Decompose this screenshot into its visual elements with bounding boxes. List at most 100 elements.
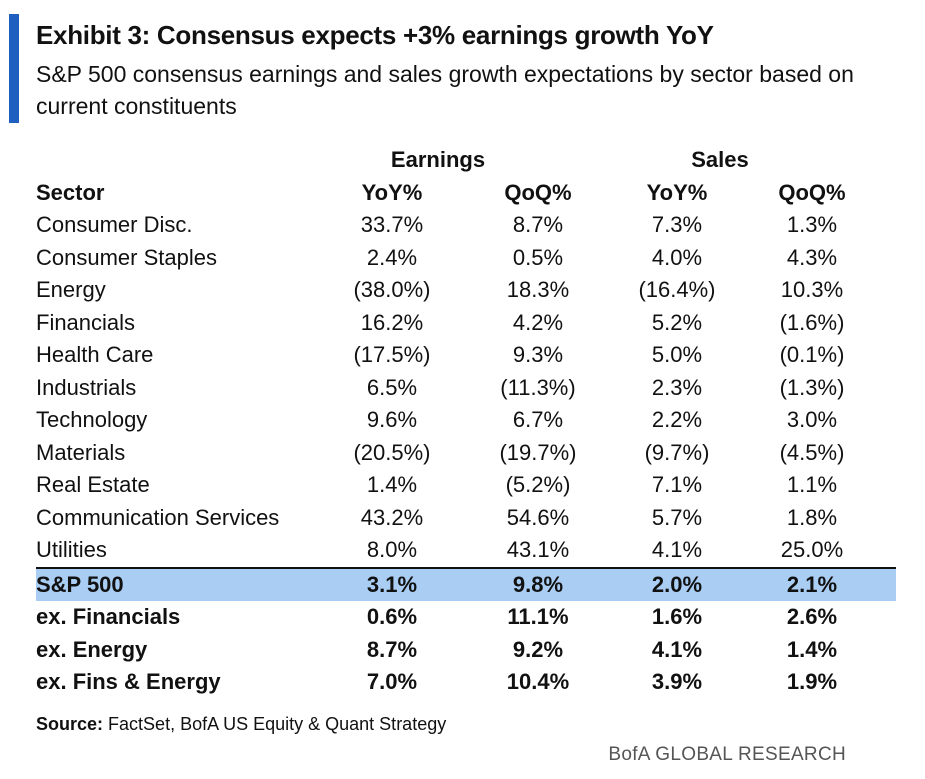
cell-sales-qoq: 4.3% (786, 244, 838, 270)
cell-sales-yoy: 7.3% (651, 212, 703, 238)
cell-earnings-qoq: 0.5% (512, 244, 564, 270)
table-row: Industrials 6.5% (11.3%) 2.3% (1.3%) (36, 372, 896, 405)
cell-sales-yoy: 4.1% (651, 537, 703, 563)
cell-sector: Industrials (36, 374, 137, 400)
cell-sales-yoy: 2.3% (651, 374, 703, 400)
column-header-sales-qoq: QoQ% (778, 180, 846, 205)
cell-earnings-yoy: 0.6% (366, 604, 418, 630)
cell-sector: Consumer Staples (36, 244, 217, 270)
cell-earnings-yoy: 7.0% (366, 669, 418, 695)
cell-earnings-yoy: (20.5%) (353, 439, 431, 465)
cell-sales-qoq: 3.0% (786, 407, 838, 433)
cell-earnings-qoq: 10.4% (506, 669, 570, 695)
cell-sales-yoy: 5.7% (651, 504, 703, 530)
cell-earnings-qoq: 43.1% (506, 537, 570, 563)
cell-earnings-qoq: 11.1% (507, 604, 569, 630)
cell-sales-yoy: 2.2% (651, 407, 703, 433)
cell-sales-yoy: 5.2% (651, 309, 703, 335)
cell-earnings-qoq: 54.6% (506, 504, 570, 530)
cell-sales-qoq: 25.0% (780, 537, 844, 563)
cell-sector: Communication Services (36, 504, 280, 530)
cell-sales-qoq: 1.8% (786, 504, 838, 530)
table-row: Financials 16.2% 4.2% 5.2% (1.6%) (36, 307, 896, 340)
cell-sales-qoq: 2.6% (786, 604, 838, 630)
column-header-earnings-qoq: QoQ% (504, 180, 572, 205)
cell-sector: Materials (36, 439, 126, 465)
cell-sales-qoq: (1.6%) (779, 309, 845, 335)
cell-earnings-yoy: 2.4% (366, 244, 418, 270)
cell-sales-qoq: 1.3% (786, 212, 838, 238)
cell-sales-yoy: 2.0% (626, 566, 728, 601)
column-header-earnings-yoy: YoY% (361, 180, 423, 205)
cell-earnings-qoq: 4.2% (512, 309, 564, 335)
cell-sector: Technology (36, 407, 148, 433)
cell-sales-yoy: (16.4%) (638, 277, 716, 303)
source-label: Source: (36, 714, 104, 734)
cell-earnings-yoy: 3.1% (334, 566, 450, 601)
cell-earnings-qoq: 9.2% (512, 636, 564, 662)
sales-group-header: Sales (691, 147, 749, 172)
cell-sales-qoq: 10.3% (780, 277, 844, 303)
cell-sales-qoq: 2.1% (728, 566, 896, 601)
cell-sector: Real Estate (36, 472, 150, 498)
cell-sector: ex. Fins & Energy (36, 669, 221, 695)
table-row: Health Care (17.5%) 9.3% 5.0% (0.1%) (36, 339, 896, 372)
accent-bar (9, 14, 19, 123)
cell-earnings-yoy: 8.7% (366, 636, 418, 662)
summary-row: ex. Energy 8.7% 9.2% 4.1% 1.4% (36, 634, 896, 667)
cell-sales-yoy: 3.9% (651, 669, 703, 695)
table-row: Energy (38.0%) 18.3% (16.4%) 10.3% (36, 274, 896, 307)
cell-earnings-yoy: 43.2% (360, 504, 424, 530)
source-note: Source: FactSet, BofA US Equity & Quant … (36, 714, 446, 735)
summary-row: S&P 500 3.1% 9.8% 2.0% 2.1% (36, 566, 896, 601)
cell-earnings-qoq: 9.8% (450, 566, 626, 601)
cell-sales-qoq: (0.1%) (779, 342, 845, 368)
cell-earnings-qoq: 18.3% (506, 277, 570, 303)
cell-earnings-qoq: (19.7%) (499, 439, 577, 465)
table-row: Technology 9.6% 6.7% 2.2% 3.0% (36, 404, 896, 437)
cell-sales-yoy: 1.6% (651, 604, 703, 630)
cell-earnings-yoy: 9.6% (366, 407, 418, 433)
brand-footer: BofA GLOBAL RESEARCH (608, 744, 846, 765)
cell-sector: Health Care (36, 342, 154, 368)
cell-earnings-qoq: 8.7% (512, 212, 564, 238)
table-row: Materials (20.5%) (19.7%) (9.7%) (4.5%) (36, 437, 896, 470)
cell-earnings-yoy: 1.4% (366, 472, 418, 498)
table-row: Communication Services 43.2% 54.6% 5.7% 1.8% (36, 502, 896, 535)
cell-earnings-yoy: (38.0%) (353, 277, 431, 303)
cell-sector: ex. Energy (36, 636, 148, 662)
table-row: Real Estate 1.4% (5.2%) 7.1% 1.1% (36, 469, 896, 502)
cell-sales-qoq: 1.9% (786, 669, 838, 695)
summary-row: ex. Financials 0.6% 11.1% 1.6% 2.6% (36, 601, 896, 634)
cell-earnings-qoq: 6.7% (512, 407, 564, 433)
cell-sector: S&P 500 (36, 566, 334, 601)
cell-earnings-yoy: (17.5%) (353, 342, 431, 368)
cell-sales-qoq: (1.3%) (779, 374, 845, 400)
cell-earnings-yoy: 8.0% (366, 537, 418, 563)
cell-earnings-yoy: 6.5% (366, 374, 418, 400)
table-row: Utilities 8.0% 43.1% 4.1% 25.0% (36, 534, 896, 568)
table-body: Consumer Disc. 33.7% 8.7% 7.3% 1.3% Consumer … (36, 209, 896, 699)
cell-sales-yoy: 4.0% (651, 244, 703, 270)
cell-earnings-qoq: (11.3%) (500, 374, 576, 400)
cell-sector: Energy (36, 277, 106, 303)
cell-sector: Consumer Disc. (36, 212, 193, 238)
cell-sales-yoy: 4.1% (651, 636, 703, 662)
table-row: Consumer Disc. 33.7% 8.7% 7.3% 1.3% (36, 209, 896, 242)
cell-earnings-yoy: 16.2% (360, 309, 424, 335)
table-row: Consumer Staples 2.4% 0.5% 4.0% 4.3% (36, 242, 896, 275)
cell-sector: Utilities (36, 537, 107, 563)
column-header-row: Sector YoY% QoQ% YoY% QoQ% (36, 177, 896, 209)
cell-sales-yoy: (9.7%) (644, 439, 710, 465)
exhibit-title: Exhibit 3: Consensus expects +3% earning… (36, 20, 714, 50)
cell-sector: Financials (36, 309, 136, 335)
cell-earnings-yoy: 33.7% (360, 212, 424, 238)
cell-earnings-qoq: (5.2%) (505, 472, 571, 498)
earnings-group-header: Earnings (390, 147, 486, 172)
exhibit-subtitle: S&P 500 consensus earnings and sales gro… (36, 61, 854, 119)
summary-row: ex. Fins & Energy 7.0% 10.4% 3.9% 1.9% (36, 666, 896, 699)
cell-sales-qoq: 1.4% (786, 636, 838, 662)
cell-sales-qoq: (4.5%) (779, 439, 845, 465)
cell-sales-yoy: 5.0% (651, 342, 703, 368)
cell-earnings-qoq: 9.3% (512, 342, 564, 368)
